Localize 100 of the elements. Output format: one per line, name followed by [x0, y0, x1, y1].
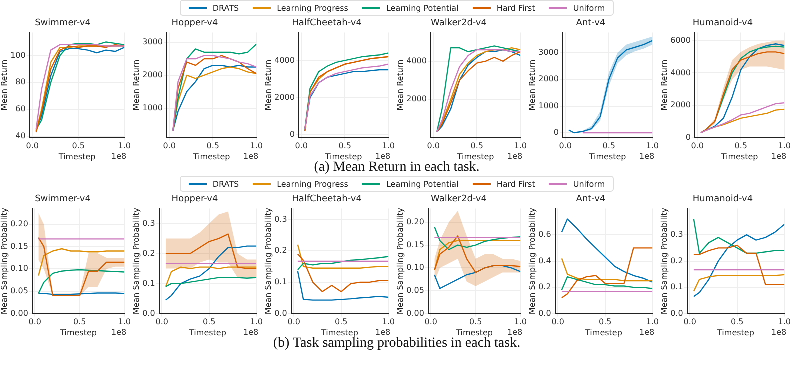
legend-label: Hard First [496, 4, 536, 12]
legend-label: Learning Potential [386, 180, 459, 188]
y-tick-label: 80 [16, 78, 26, 87]
y-axis-title: Mean Sampling Probability [528, 208, 537, 315]
y-tick-label: 0.3 [274, 214, 288, 224]
text: (b) Task sampling probabilities in each task. [272, 336, 522, 351]
y-tick-label: 6000 [670, 36, 691, 45]
y-tick-label: 0.15 [10, 242, 28, 251]
y-axis-title: Mean Sampling Probability [0, 208, 9, 315]
y-tick-label: 3000 [538, 48, 559, 57]
x-axis-title: Timestep [192, 152, 230, 162]
y-axis-title: Mean Sampling Probability [132, 208, 141, 315]
y-axis-title: Mean Return [396, 60, 405, 111]
x-tick-label: 0.5 [338, 142, 352, 151]
y-tick-label: 0.0 [142, 308, 156, 318]
x-tick-label: 0.0 [427, 142, 440, 151]
y-tick-label: 0.00 [10, 308, 28, 318]
legend-label: Learning Progress [277, 4, 348, 12]
y-tick-label: 4000 [274, 56, 295, 65]
text: 1e8 [376, 328, 391, 338]
chart-title: Walker2d-v4 [431, 18, 488, 29]
y-tick-label: 2000 [670, 100, 691, 110]
y-tick-label: 2000 [538, 74, 559, 84]
x-tick-label: 1.0 [382, 142, 396, 151]
y-axis-title: Mean Sampling Probability [660, 208, 669, 315]
x-tick-label: 1.0 [118, 142, 132, 151]
y-tick-label: 0.6 [538, 230, 552, 240]
text: 1e8 [640, 152, 655, 162]
legend-label: Hard First [496, 180, 536, 188]
chart-title: Walker2d-v4 [431, 194, 488, 205]
y-axis-title: Mean Return [660, 60, 669, 111]
x-tick-label: 1.0 [778, 142, 792, 151]
x-axis-title: Timestep [188, 328, 226, 338]
x-axis-title: Timestep [455, 328, 493, 338]
y-tick-label: 0.4 [538, 256, 552, 266]
legend-label: DRATS [212, 180, 240, 188]
y-tick-label: 0 [686, 132, 691, 142]
x-axis-title: Timestep [324, 152, 362, 162]
x-axis-title: Timestep [320, 328, 358, 338]
x-axis-title: Timestep [456, 152, 494, 162]
text: 1e8 [772, 152, 787, 162]
y-axis-title: Mean Return [264, 60, 273, 111]
text: 1e8 [112, 328, 127, 338]
legend-label: Uniform [573, 4, 606, 12]
x-tick-label: 0.0 [28, 318, 42, 327]
text: 1e8 [508, 328, 523, 338]
x-axis-title: Timestep [58, 152, 96, 162]
y-tick-label: 0.15 [406, 240, 424, 250]
y-tick-label: 0.3 [670, 230, 684, 240]
x-tick-label: 0.0 [295, 142, 308, 151]
y-tick-label: 0.20 [406, 218, 424, 227]
x-tick-label: 0.0 [288, 318, 301, 327]
text: 1e8 [772, 328, 787, 338]
y-tick-label: 1000 [538, 101, 559, 110]
y-tick-label: 0.00 [406, 308, 424, 318]
text: 1e8 [508, 152, 523, 162]
x-tick-label: 0.5 [206, 142, 220, 151]
x-tick-label: 0.0 [26, 142, 39, 151]
x-tick-label: 0.5 [731, 318, 744, 327]
y-tick-label: 0.1 [274, 278, 288, 287]
x-tick-label: 0.5 [470, 142, 484, 151]
y-tick-label: 1000 [142, 103, 163, 112]
y-tick-label: 0.10 [10, 264, 28, 274]
text: 1e8 [244, 328, 259, 338]
x-tick-label: 0.0 [163, 142, 176, 151]
y-tick-label: 0.2 [142, 248, 156, 258]
y-tick-label: 0.2 [670, 256, 684, 266]
y-tick-label: 0 [554, 128, 559, 138]
chart-title: Hopper-v4 [172, 18, 218, 29]
y-axis-title: Mean Sampling Probability [396, 208, 405, 315]
x-axis-title: Timestep [720, 152, 758, 162]
y-axis-title: Mean Return [0, 60, 9, 111]
y-tick-label: 4000 [406, 56, 427, 66]
y-tick-label: 3000 [142, 38, 163, 47]
legend-label: Learning Progress [277, 180, 348, 188]
y-tick-label: 0.10 [406, 263, 424, 272]
x-tick-label: 0.5 [203, 318, 216, 327]
y-axis-title: Mean Sampling Probability [264, 208, 273, 315]
x-axis-title: Timestep [716, 328, 754, 338]
x-tick-label: 0.5 [74, 318, 86, 327]
y-tick-label: 0 [290, 130, 295, 140]
x-tick-label: 0.5 [335, 318, 348, 327]
y-tick-label: 0.20 [10, 220, 28, 229]
text: 1e8 [376, 152, 391, 162]
x-tick-label: 0.5 [734, 142, 748, 151]
x-tick-label: 0.0 [691, 142, 704, 151]
chart-title: Swimmer-v4 [35, 194, 92, 205]
x-tick-label: 0.5 [599, 318, 612, 327]
y-tick-label: 0.05 [406, 286, 424, 296]
y-tick-label: 0.05 [10, 286, 28, 296]
legend-label: Uniform [573, 180, 606, 188]
y-tick-label: 0.1 [670, 282, 684, 292]
x-tick-label: 0.5 [72, 142, 85, 151]
y-tick-label: 40 [16, 132, 26, 141]
chart-title: HalfCheetah-v4 [292, 18, 362, 29]
x-tick-label: 0.0 [424, 318, 438, 327]
x-tick-label: 0.0 [559, 142, 572, 151]
x-tick-label: 1.0 [514, 142, 528, 151]
y-tick-label: 0.0 [538, 308, 552, 318]
y-tick-label: 0.0 [670, 308, 684, 318]
